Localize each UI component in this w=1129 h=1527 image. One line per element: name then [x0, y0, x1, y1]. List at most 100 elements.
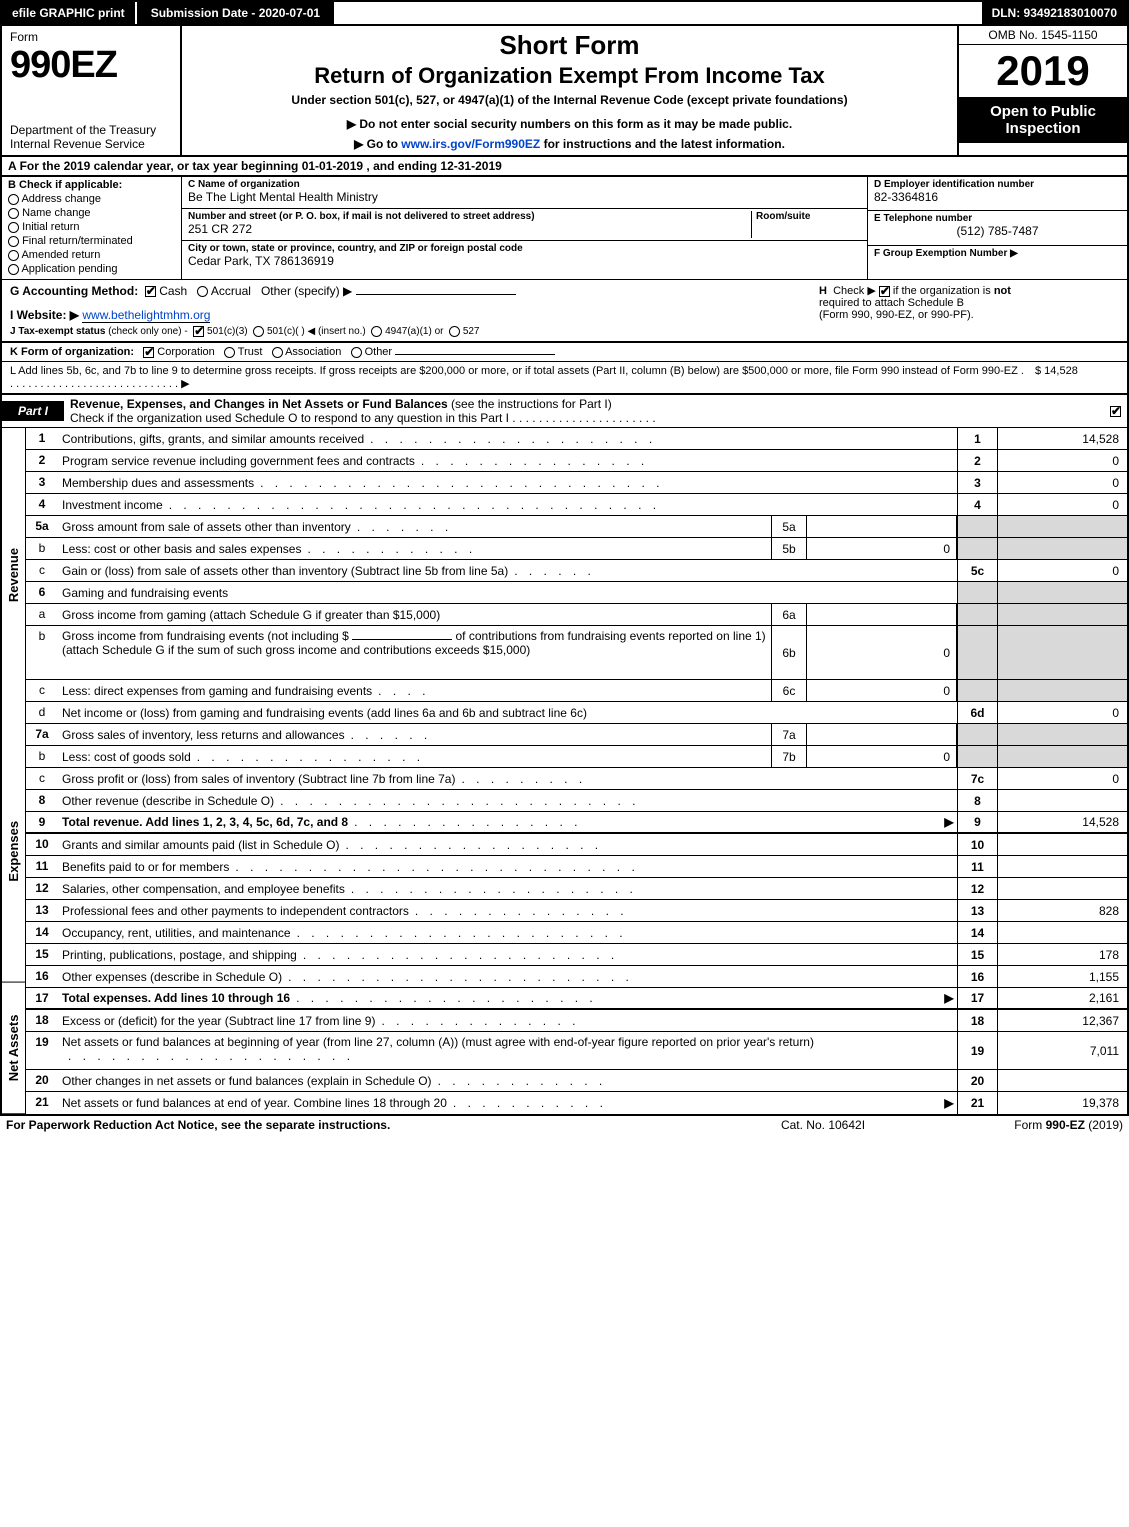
chk-other-org[interactable] [351, 347, 362, 358]
part1-tag: Part I [2, 401, 64, 421]
line-6-rn [957, 582, 997, 603]
line-10: 10 Grants and similar amounts paid (list… [26, 834, 1127, 856]
chk-address-change[interactable] [8, 194, 19, 205]
row-l-text: L Add lines 5b, 6c, and 7b to line 9 to … [10, 365, 1018, 377]
row-ghij: G Accounting Method: Cash Accrual Other … [0, 279, 1129, 343]
line-19-desc: Net assets or fund balances at beginning… [62, 1035, 814, 1049]
part1-check-line: Check if the organization used Schedule … [70, 411, 509, 425]
line-13: 13 Professional fees and other payments … [26, 900, 1127, 922]
line-6b: b Gross income from fundraising events (… [26, 626, 1127, 680]
line-2: 2 Program service revenue including gove… [26, 450, 1127, 472]
chk-accrual[interactable] [197, 286, 208, 297]
website-link[interactable]: www.bethelightmhm.org [82, 308, 210, 323]
other-specify-input[interactable] [356, 294, 516, 295]
line-2-desc: Program service revenue including govern… [62, 454, 415, 468]
chk-4947[interactable] [371, 326, 382, 337]
chk-initial-return[interactable] [8, 222, 19, 233]
line-11-num: 11 [26, 856, 58, 877]
lbl-association: Association [285, 346, 341, 358]
line-rows: 1 Contributions, gifts, grants, and simi… [26, 428, 1127, 1114]
goto-pre: ▶ Go to [354, 137, 401, 151]
city-value: Cedar Park, TX 786136919 [188, 254, 861, 268]
chk-527[interactable] [449, 326, 460, 337]
line-3: 3 Membership dues and assessments. . . .… [26, 472, 1127, 494]
line-21: 21 Net assets or fund balances at end of… [26, 1092, 1127, 1114]
line-16-rn: 16 [957, 966, 997, 987]
line-19-num: 19 [26, 1032, 58, 1069]
other-org-input[interactable] [395, 354, 555, 355]
line-14: 14 Occupancy, rent, utilities, and maint… [26, 922, 1127, 944]
chk-501c3[interactable] [193, 326, 204, 337]
part1-sub: (see the instructions for Part I) [448, 397, 612, 411]
line-3-rn: 3 [957, 472, 997, 493]
chk-association[interactable] [272, 347, 283, 358]
row-l: L Add lines 5b, 6c, and 7b to line 9 to … [0, 362, 1129, 395]
chk-amended-return[interactable] [8, 250, 19, 261]
line-6b-blank[interactable] [352, 639, 452, 640]
line-20-rn: 20 [957, 1070, 997, 1091]
line-14-desc: Occupancy, rent, utilities, and maintena… [62, 926, 291, 940]
line-5a: 5a Gross amount from sale of assets othe… [26, 516, 1127, 538]
room-label: Room/suite [756, 211, 861, 222]
sidetab-revenue: Revenue [2, 428, 25, 721]
line-6b-rv [997, 626, 1127, 679]
line-9-num: 9 [26, 812, 58, 832]
ein-label: D Employer identification number [874, 179, 1121, 190]
chk-final-return[interactable] [8, 236, 19, 247]
line-6d-num: d [26, 702, 58, 723]
line-21-rn: 21 [957, 1092, 997, 1114]
line-7a-mv [807, 724, 957, 745]
line-15: 15 Printing, publications, postage, and … [26, 944, 1127, 966]
chk-trust[interactable] [224, 347, 235, 358]
line-6-rv [997, 582, 1127, 603]
part1-dots: . . . . . . . . . . . . . . . . . . . . … [512, 411, 655, 425]
part1-header: Part I Revenue, Expenses, and Changes in… [0, 395, 1129, 428]
line-15-num: 15 [26, 944, 58, 965]
line-7b-num: b [26, 746, 58, 767]
chk-application-pending[interactable] [8, 264, 19, 275]
lbl-other-specify: Other (specify) ▶ [261, 284, 352, 298]
line-11-rn: 11 [957, 856, 997, 877]
line-6c-rv [997, 680, 1127, 701]
row-h-not: not [994, 285, 1011, 297]
chk-schedule-b-not-required[interactable] [879, 286, 890, 297]
lbl-527: 527 [463, 326, 480, 337]
org-name-label: C Name of organization [188, 179, 861, 190]
chk-name-change[interactable] [8, 208, 19, 219]
line-6a-mn: 6a [771, 604, 807, 625]
line-21-arrow: ▶ [941, 1092, 957, 1114]
line-2-num: 2 [26, 450, 58, 471]
chk-cash[interactable] [145, 286, 156, 297]
line-17-rv: 2,161 [997, 988, 1127, 1008]
line-5b-rv [997, 538, 1127, 559]
line-9-rv: 14,528 [997, 812, 1127, 832]
block-bcdef: B Check if applicable: Address change Na… [0, 177, 1129, 279]
line-9-arrow: ▶ [941, 812, 957, 832]
tax-exempt-label: J Tax-exempt status [10, 326, 105, 337]
line-13-desc: Professional fees and other payments to … [62, 904, 409, 918]
line-13-rv: 828 [997, 900, 1127, 921]
line-18-desc: Excess or (deficit) for the year (Subtra… [62, 1014, 375, 1028]
col-de: D Employer identification number 82-3364… [867, 177, 1127, 279]
footer-r-pre: Form [1014, 1118, 1045, 1132]
chk-schedule-o-part1[interactable] [1110, 406, 1121, 417]
chk-501c[interactable] [253, 326, 264, 337]
line-6d-rv: 0 [997, 702, 1127, 723]
footer-catno: Cat. No. 10642I [723, 1118, 923, 1132]
form-number: 990EZ [10, 44, 172, 87]
line-7a-rn [957, 724, 997, 745]
lbl-application-pending: Application pending [21, 263, 117, 275]
efile-print-button[interactable]: efile GRAPHIC print [2, 2, 137, 24]
line-18-rv: 12,367 [997, 1010, 1127, 1031]
lbl-4947: 4947(a)(1) or [385, 326, 443, 337]
line-11-rv [997, 856, 1127, 877]
line-4-rn: 4 [957, 494, 997, 515]
line-13-num: 13 [26, 900, 58, 921]
irs-link[interactable]: www.irs.gov/Form990EZ [401, 137, 540, 151]
line-7c: c Gross profit or (loss) from sales of i… [26, 768, 1127, 790]
footer-formref: Form 990-EZ (2019) [923, 1118, 1123, 1132]
chk-corporation[interactable] [143, 347, 154, 358]
subtitle-ssn: ▶ Do not enter social security numbers o… [188, 117, 951, 131]
lbl-501c: 501(c)( ) ◀ (insert no.) [267, 326, 366, 337]
line-20-desc: Other changes in net assets or fund bala… [62, 1074, 432, 1088]
